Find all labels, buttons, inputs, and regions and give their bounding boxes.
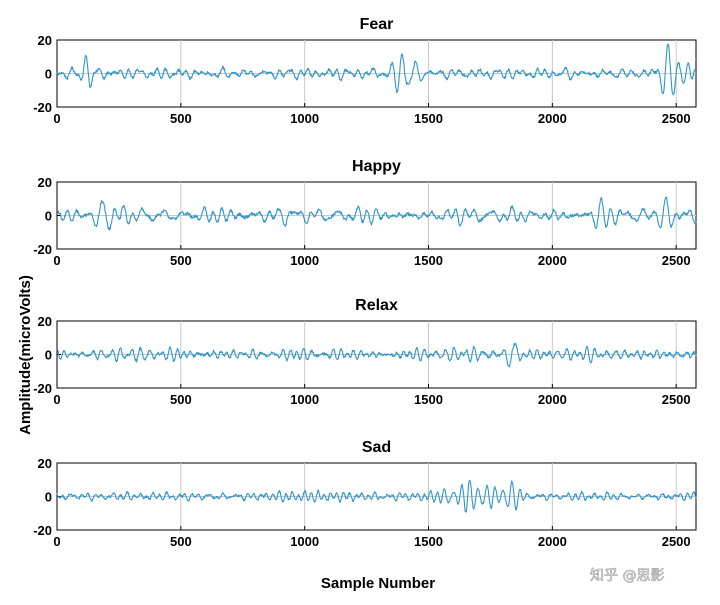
x-tick-label: 2000 [538,253,567,268]
x-tick-label: 1000 [290,111,319,126]
y-tick-label: 0 [45,490,52,505]
x-tick-label: 0 [53,253,60,268]
x-tick-label: 0 [53,392,60,407]
x-tick-label: 1500 [414,253,443,268]
x-tick-label: 2000 [538,111,567,126]
x-tick-label: 0 [53,111,60,126]
x-tick-label: 0 [53,534,60,549]
x-tick-label: 1500 [414,534,443,549]
x-tick-label: 500 [170,253,192,268]
watermark: 知乎 @思影 [590,567,664,584]
y-tick-label: 20 [38,175,52,190]
x-tick-label: 2000 [538,534,567,549]
x-tick-label: 1500 [414,392,443,407]
panel-title: Happy [352,158,401,175]
x-tick-label: 500 [170,534,192,549]
x-tick-label: 1000 [290,253,319,268]
x-tick-label: 2000 [538,392,567,407]
signal-line-sad [56,480,697,513]
y-tick-label: 20 [38,456,52,471]
x-tick-label: 2500 [662,534,691,549]
x-tick-label: 500 [170,392,192,407]
panel-title: Relax [355,297,398,314]
x-tick-label: 1500 [414,111,443,126]
x-tick-label: 1000 [290,534,319,549]
y-tick-label: -20 [33,242,52,257]
x-tick-label: 2500 [662,111,691,126]
x-tick-label: 500 [170,111,192,126]
y-tick-label: -20 [33,100,52,115]
x-tick-label: 1000 [290,392,319,407]
y-axis-label: Amplitude(microVolts) [17,275,34,435]
signal-line-fear [56,43,697,96]
y-tick-label: -20 [33,381,52,396]
y-tick-label: 0 [45,209,52,224]
signal-line-relax [56,342,697,368]
x-tick-label: 2500 [662,253,691,268]
x-axis-label: Sample Number [321,575,435,592]
y-tick-label: -20 [33,523,52,538]
y-tick-label: 20 [38,33,52,48]
y-tick-label: 0 [45,67,52,82]
signal-line-happy [56,196,697,231]
panel-title: Sad [362,439,391,456]
y-tick-label: 20 [38,314,52,329]
panel-title: Fear [360,16,394,33]
x-tick-label: 2500 [662,392,691,407]
y-tick-label: 0 [45,348,52,363]
